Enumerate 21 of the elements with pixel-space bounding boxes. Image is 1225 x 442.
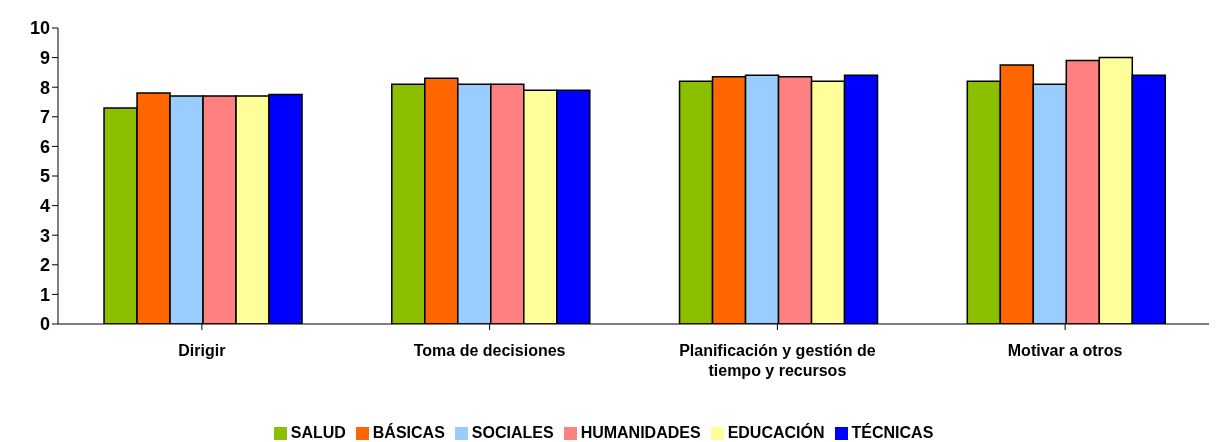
- y-tick-label: 8: [39, 77, 50, 98]
- legend-label: SALUD: [290, 424, 346, 441]
- x-tick-label: Toma de decisiones: [413, 342, 566, 359]
- y-tick-label: 6: [39, 136, 50, 157]
- legend-label: TÉCNICAS: [851, 424, 934, 441]
- y-tick-label: 0: [39, 314, 50, 335]
- x-tick-label: Dirigir: [178, 342, 226, 359]
- y-tick-label: 9: [39, 47, 50, 68]
- legend-label: SOCIALES: [471, 424, 554, 441]
- y-tick-label: 5: [39, 166, 50, 187]
- y-tick-label: 10: [29, 18, 50, 39]
- legend-label: BÁSICAS: [372, 424, 445, 441]
- x-tick-label: Motivar a otros: [1007, 342, 1123, 359]
- legend-label: HUMANIDADES: [580, 424, 701, 441]
- y-tick-label: 3: [39, 225, 50, 246]
- y-tick-label: 7: [39, 107, 50, 128]
- legend-label: EDUCACIÓN: [727, 424, 825, 441]
- y-tick-label: 2: [39, 255, 50, 276]
- x-tick-label: Planificación y gestión de tiempo y recursos: [679, 342, 876, 379]
- y-tick-label: 4: [39, 195, 50, 216]
- y-tick-label: 1: [39, 284, 50, 305]
